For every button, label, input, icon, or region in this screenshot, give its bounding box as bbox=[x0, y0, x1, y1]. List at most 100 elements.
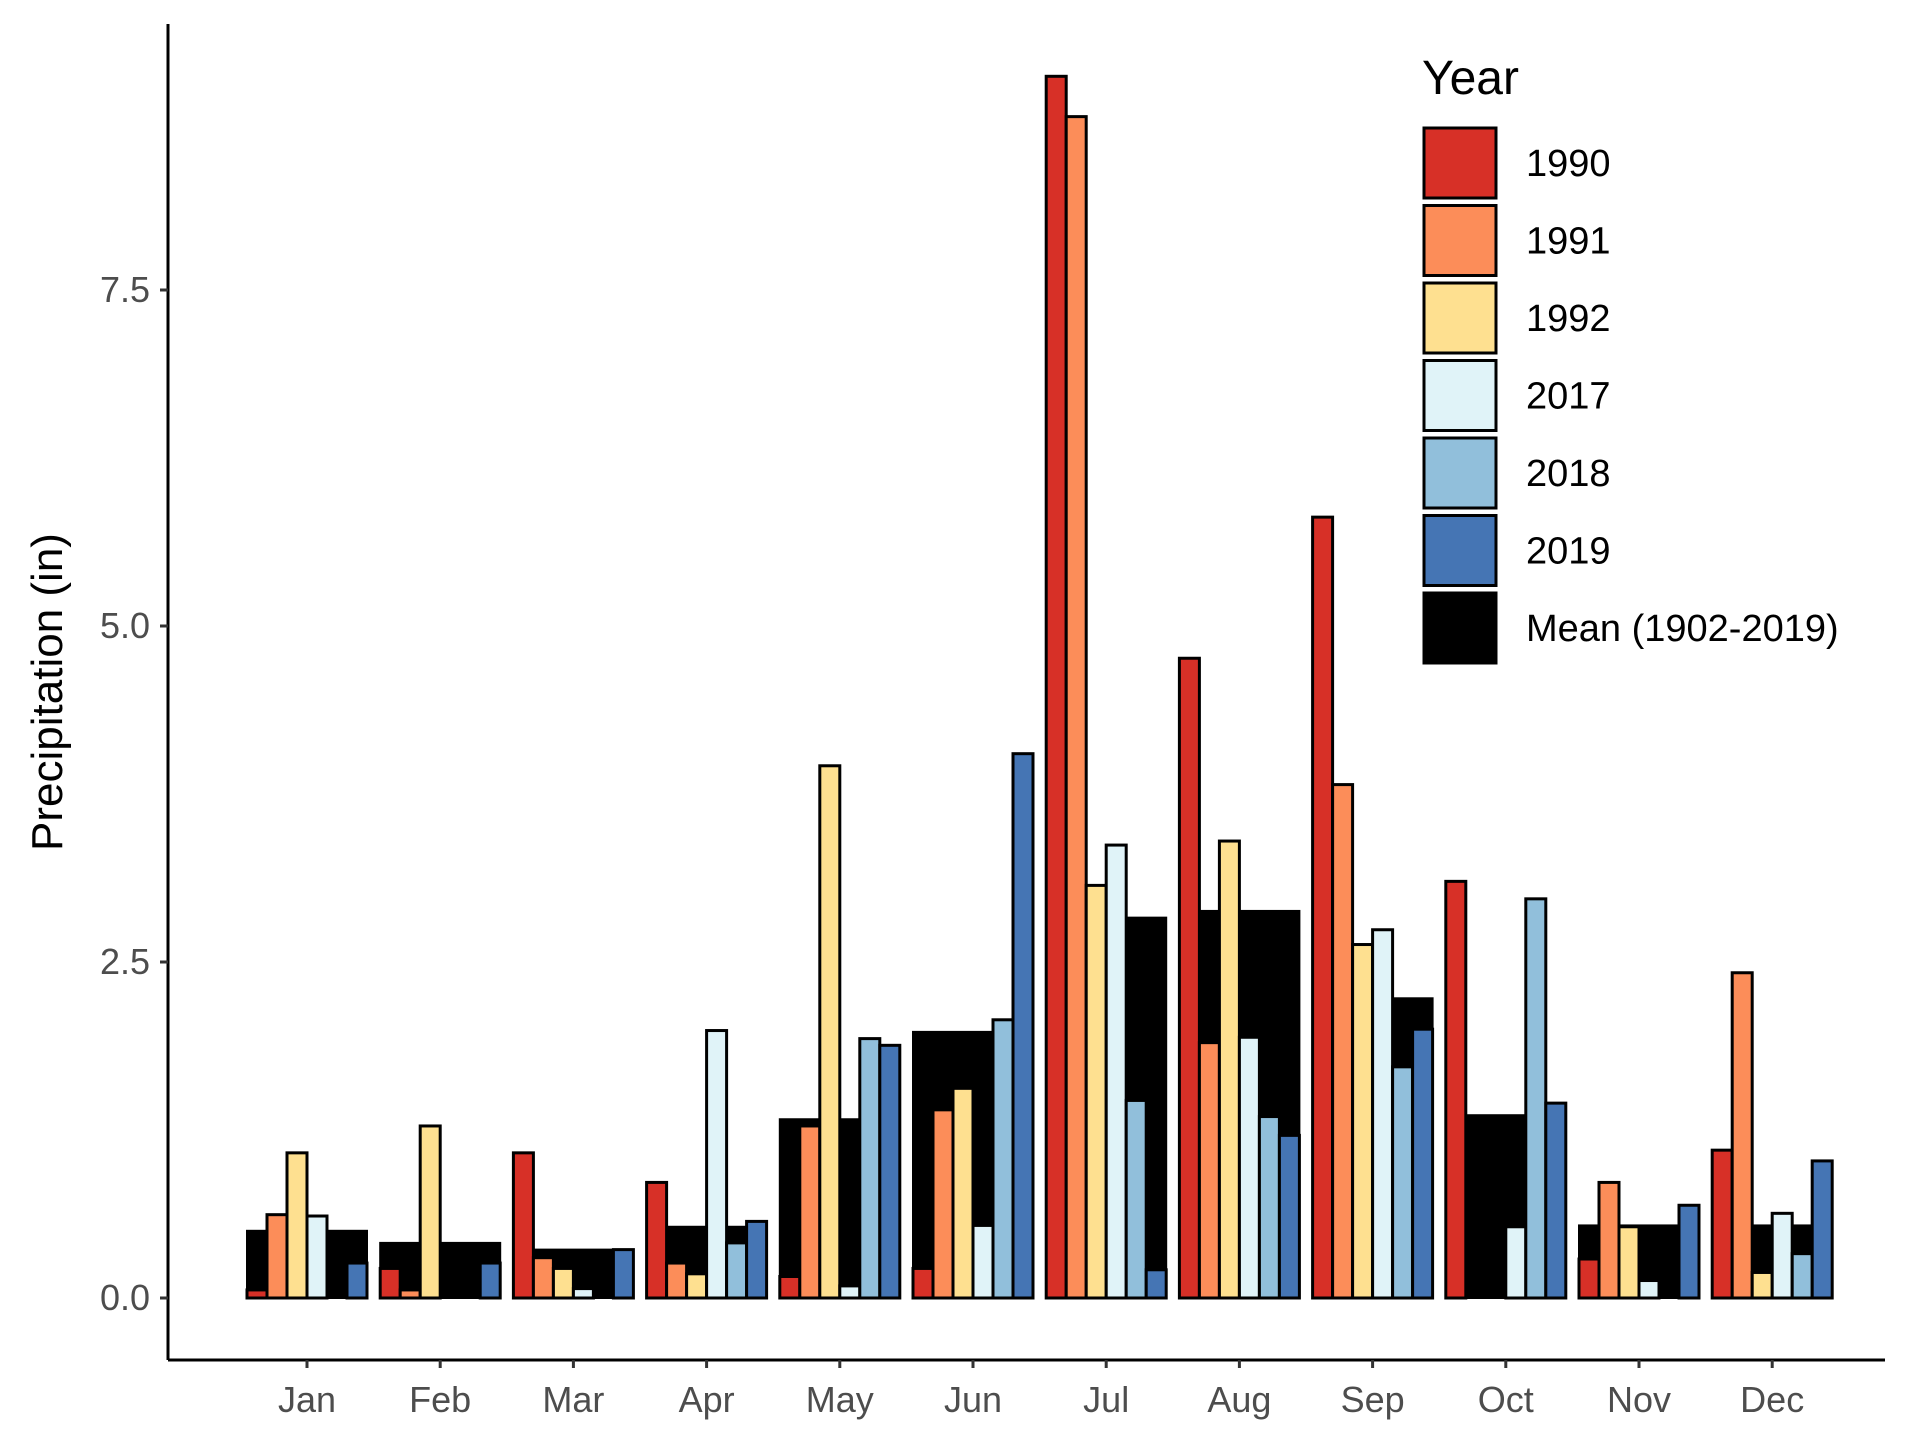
bar-1991 bbox=[265, 1213, 289, 1300]
legend-swatch bbox=[1422, 204, 1498, 277]
x-tick-label: Feb bbox=[409, 1379, 471, 1420]
legend-label: 2017 bbox=[1526, 376, 1611, 418]
x-tick-label: Dec bbox=[1740, 1379, 1804, 1420]
bar-1992 bbox=[685, 1272, 709, 1300]
bar-1990 bbox=[245, 1288, 269, 1300]
bar-1992 bbox=[1617, 1225, 1641, 1300]
bar-1990 bbox=[1044, 74, 1068, 1300]
bar-2018 bbox=[1391, 1065, 1415, 1300]
bar-2019 bbox=[1544, 1101, 1568, 1300]
bar-2019 bbox=[478, 1261, 502, 1300]
bar-1991 bbox=[798, 1124, 822, 1300]
bar-2017 bbox=[971, 1223, 995, 1300]
bar-1991 bbox=[531, 1256, 555, 1300]
legend-label: 2019 bbox=[1526, 531, 1611, 573]
y-tick-label: 7.5 bbox=[100, 269, 150, 310]
legend-items: 1990 1991 1992 2017 2018 2019 Mean (1902-2019) bbox=[1422, 126, 1839, 665]
bar-1990 bbox=[1311, 515, 1335, 1300]
bar-2018 bbox=[1257, 1115, 1281, 1300]
y-tick-label: 0.0 bbox=[100, 1277, 150, 1318]
bar-2019 bbox=[1144, 1268, 1168, 1300]
x-tick-label: Aug bbox=[1207, 1379, 1271, 1420]
bar-2017 bbox=[1104, 843, 1128, 1300]
y-axis-title: Precipitation (in) bbox=[23, 533, 72, 851]
bar-1990 bbox=[378, 1266, 402, 1300]
bar-1990 bbox=[645, 1180, 669, 1300]
bar-2018 bbox=[1524, 897, 1548, 1300]
legend-label: 1991 bbox=[1526, 221, 1611, 263]
bar-2018 bbox=[991, 1018, 1015, 1300]
y-tick-label: 5.0 bbox=[100, 605, 150, 646]
bar-2019 bbox=[1810, 1159, 1834, 1300]
bar-2017 bbox=[1237, 1035, 1261, 1300]
bar-2019 bbox=[1411, 1027, 1435, 1300]
bar-2017 bbox=[305, 1214, 329, 1300]
bar-2017 bbox=[705, 1029, 729, 1300]
legend-label: 1992 bbox=[1526, 298, 1611, 340]
bar-1992 bbox=[1351, 943, 1375, 1300]
bar-1991 bbox=[1197, 1041, 1221, 1300]
bar-1991 bbox=[1331, 783, 1355, 1300]
x-tick-label: Sep bbox=[1341, 1379, 1405, 1420]
x-tick-label: Oct bbox=[1478, 1379, 1534, 1420]
bar-1992 bbox=[951, 1086, 975, 1300]
bar-1990 bbox=[911, 1266, 935, 1300]
bar-1990 bbox=[511, 1151, 535, 1300]
bar-2018 bbox=[1124, 1098, 1148, 1300]
mean-bars bbox=[246, 909, 1834, 1300]
bar-1991 bbox=[931, 1108, 955, 1300]
bar-1992 bbox=[818, 764, 842, 1300]
bar-2018 bbox=[1790, 1252, 1814, 1300]
bar-1990 bbox=[778, 1274, 802, 1300]
legend-title: Year bbox=[1422, 52, 1519, 105]
legend-swatch bbox=[1422, 281, 1498, 355]
bar-1992 bbox=[1084, 883, 1108, 1300]
bar-1991 bbox=[1597, 1180, 1621, 1300]
bar-2019 bbox=[1011, 752, 1035, 1300]
bar-1992 bbox=[285, 1151, 309, 1300]
bar-1992 bbox=[551, 1266, 575, 1300]
bar-1992 bbox=[1217, 839, 1241, 1300]
x-tick-label: Nov bbox=[1607, 1379, 1671, 1420]
bar-1992 bbox=[1750, 1270, 1774, 1300]
legend-label: Mean (1902-2019) bbox=[1526, 608, 1839, 650]
bar-1991 bbox=[1730, 971, 1754, 1300]
bar-2017 bbox=[1637, 1279, 1661, 1300]
x-tick-label: Mar bbox=[542, 1379, 604, 1420]
bar-1990 bbox=[1444, 879, 1468, 1300]
legend: Year 1990 1991 1992 2017 2018 2019 Mean (1902-… bbox=[1422, 52, 1839, 665]
legend-swatch bbox=[1422, 126, 1498, 200]
bar-1991 bbox=[1064, 115, 1088, 1300]
x-tick-label: Jun bbox=[944, 1379, 1002, 1420]
bar-1991 bbox=[398, 1288, 422, 1300]
bar-2019 bbox=[878, 1043, 902, 1300]
legend-swatch bbox=[1422, 436, 1498, 510]
bar-2019 bbox=[345, 1261, 369, 1300]
bar-1992 bbox=[418, 1124, 442, 1300]
bar-1990 bbox=[1177, 656, 1201, 1300]
year-bars bbox=[245, 74, 1834, 1300]
bar-1990 bbox=[1577, 1257, 1601, 1300]
bar-2019 bbox=[1277, 1133, 1301, 1300]
legend-swatch bbox=[1422, 591, 1498, 665]
bar-1990 bbox=[1710, 1148, 1734, 1300]
x-tick-label: Jan bbox=[278, 1379, 336, 1420]
bar-2017 bbox=[1371, 928, 1395, 1300]
x-tick-label: Jul bbox=[1083, 1379, 1129, 1420]
x-axis-ticks: Jan Feb Mar Apr May Jun Jul Aug Sep Oct Nov Dec bbox=[278, 1360, 1804, 1420]
bar-2017 bbox=[1770, 1211, 1794, 1300]
legend-swatch bbox=[1422, 359, 1498, 432]
bar-2019 bbox=[1677, 1203, 1701, 1300]
x-tick-label: May bbox=[806, 1379, 874, 1420]
bar-2017 bbox=[571, 1287, 595, 1300]
legend-label: 2018 bbox=[1526, 453, 1611, 495]
bar-2017 bbox=[1504, 1225, 1528, 1300]
bar-2019 bbox=[611, 1248, 635, 1300]
bar-2018 bbox=[725, 1241, 749, 1300]
bar-2018 bbox=[858, 1037, 882, 1300]
y-tick-label: 2.5 bbox=[100, 941, 150, 982]
bar-2017 bbox=[838, 1284, 862, 1300]
x-tick-label: Apr bbox=[679, 1379, 735, 1420]
